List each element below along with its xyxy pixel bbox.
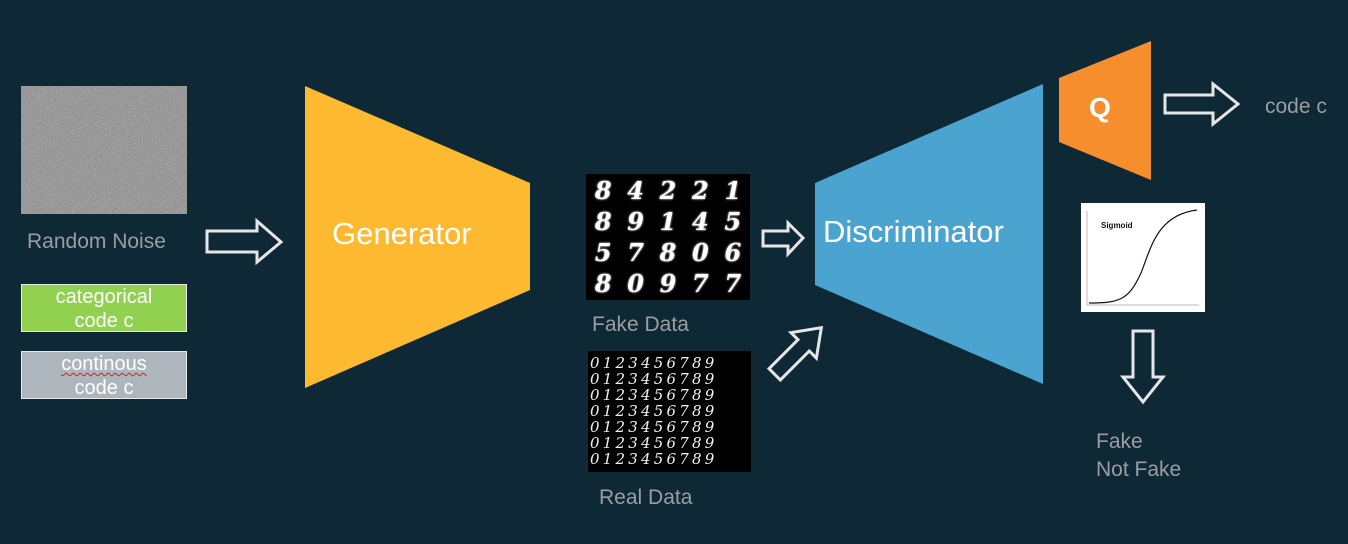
real-data-image: 0123456789 0123456789 0123456789 0123456789… [588,351,751,472]
fake-digit-tile: 2 [685,176,716,205]
real-data-label: Real Data [599,486,693,509]
fake-digit-tile: 6 [717,238,748,267]
fake-digit-tile: 4 [685,207,716,236]
fake-digit-tile: 0 [685,238,716,267]
output-not-fake-label: Not Fake [1096,458,1182,481]
fake-digit-tile: 9 [620,207,651,236]
arrow-fake-to-discriminator [761,219,806,258]
real-digit-row: 0123456789 [590,354,718,372]
random-noise-image [21,86,187,214]
fake-digit-tile: 1 [717,176,748,205]
arrow-sigmoid-to-output [1119,329,1167,405]
q-label: Q [1089,92,1111,123]
real-digit-row: 0123456789 [590,386,718,404]
generator-block [305,86,530,388]
generator-label: Generator [332,216,472,251]
sigmoid-curve [1088,209,1198,304]
discriminator-label: Discriminator [823,214,1004,249]
fake-digit-tile: 7 [717,269,748,298]
random-noise-label: Random Noise [27,230,166,253]
real-digit-row: 0123456789 [590,418,718,436]
fake-digit-tile: 8 [588,269,619,298]
sigmoid-title: Sigmoid [1101,221,1133,230]
fake-digit-tile: 8 [588,207,619,236]
real-digit-row: 0123456789 [590,370,718,388]
arrow-noise-to-generator [205,217,284,266]
fake-digit-tile: 8 [652,238,684,267]
real-digit-row: 0123456789 [590,402,718,420]
fake-digit-tile: 1 [652,207,684,236]
continuous-code-line1: continous [61,353,147,375]
discriminator-block [815,84,1043,384]
real-digit-row: 0123456789 [590,450,718,468]
code-c-output-label: code c [1265,95,1327,118]
fake-digit-tile: 7 [685,269,716,298]
fake-digit-tile: 9 [652,269,684,298]
continuous-code-line2: code c [74,377,134,399]
sigmoid-plot: Sigmoid [1081,203,1205,312]
arrow-real-to-discriminator [766,325,824,383]
categorical-code-line1: categorical [55,286,153,308]
fake-digit-tile: 5 [588,238,619,267]
fake-data-label: Fake Data [592,313,689,336]
fake-digit-tile: 0 [620,269,651,298]
fake-digit-tile: 5 [717,207,748,236]
q-block [1059,41,1151,180]
categorical-code-line2: code c [74,310,134,332]
arrow-q-to-code [1163,80,1241,128]
fake-digit-tile: 8 [588,176,619,205]
continuous-code-box: continous code c [21,351,187,399]
fake-digit-tile: 4 [620,176,651,205]
fake-digit-tile: 7 [620,238,651,267]
fake-digit-tile: 2 [652,176,684,205]
categorical-code-box: categorical code c [21,284,187,332]
real-digit-rows: 0123456789 0123456789 0123456789 0123456789… [590,355,749,467]
real-digit-row: 0123456789 [590,434,718,452]
output-fake-label: Fake [1096,430,1143,453]
